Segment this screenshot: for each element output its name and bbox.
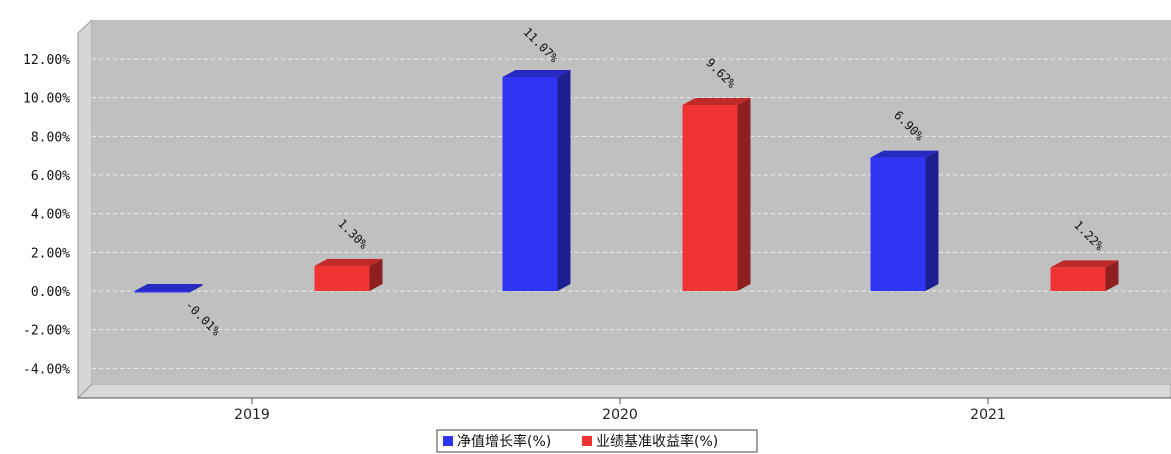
x-axis-categories: 2019 2020 2021	[234, 398, 1006, 423]
bar-front	[682, 105, 738, 291]
bar	[870, 150, 939, 291]
y-tick-label: -2.00%	[23, 324, 70, 339]
bar	[134, 284, 203, 293]
bar-top	[502, 69, 571, 77]
bar-top	[870, 150, 939, 158]
y-tick-label: 12.00%	[23, 53, 70, 68]
bar-front	[314, 265, 370, 291]
y-tick-label: 10.00%	[23, 92, 70, 107]
legend-label-series-1: 净值增长率(%)	[457, 433, 551, 450]
bar-side	[925, 150, 939, 291]
legend-swatch-series-2	[582, 436, 592, 446]
y-tick-label: 0.00%	[31, 285, 70, 300]
bar-front	[502, 76, 558, 291]
gridlines	[92, 58, 1171, 369]
bar-top	[682, 98, 751, 106]
left-wall	[77, 18, 93, 400]
y-tick-label: -4.00%	[23, 362, 70, 377]
bar-front	[870, 157, 926, 291]
legend-swatch-series-1	[443, 436, 453, 446]
y-tick-label: 2.00%	[31, 246, 70, 261]
bar-side	[557, 69, 571, 291]
legend: 净值增长率(%) 业绩基准收益率(%)	[436, 429, 758, 453]
x-category-label: 2020	[602, 407, 638, 423]
plot-area	[92, 20, 1171, 384]
bar-side	[189, 284, 203, 293]
bar-front	[134, 291, 190, 293]
x-category-label: 2021	[970, 407, 1006, 423]
bar	[314, 258, 383, 291]
floor	[76, 383, 1171, 399]
bar-front	[1050, 267, 1106, 291]
y-tick-label: 8.00%	[31, 130, 70, 145]
bar-side	[737, 98, 751, 291]
bar	[682, 98, 751, 291]
bar-top	[1050, 260, 1119, 268]
bar	[1050, 260, 1119, 291]
bar-side	[1105, 260, 1119, 291]
bar-side	[369, 258, 383, 291]
bar	[502, 69, 571, 291]
y-axis-ticks: -4.00% -2.00% 0.00% 2.00% 4.00% 6.00% 8.00% 10.…	[23, 53, 70, 377]
x-category-label: 2019	[234, 407, 270, 423]
y-tick-label: 6.00%	[31, 169, 70, 184]
bars	[134, 69, 1119, 293]
legend-label-series-2: 业绩基准收益率(%)	[596, 433, 718, 450]
bar-top	[314, 258, 383, 266]
y-tick-label: 4.00%	[31, 208, 70, 223]
bar-top	[134, 284, 203, 291]
legend-box	[436, 429, 758, 453]
